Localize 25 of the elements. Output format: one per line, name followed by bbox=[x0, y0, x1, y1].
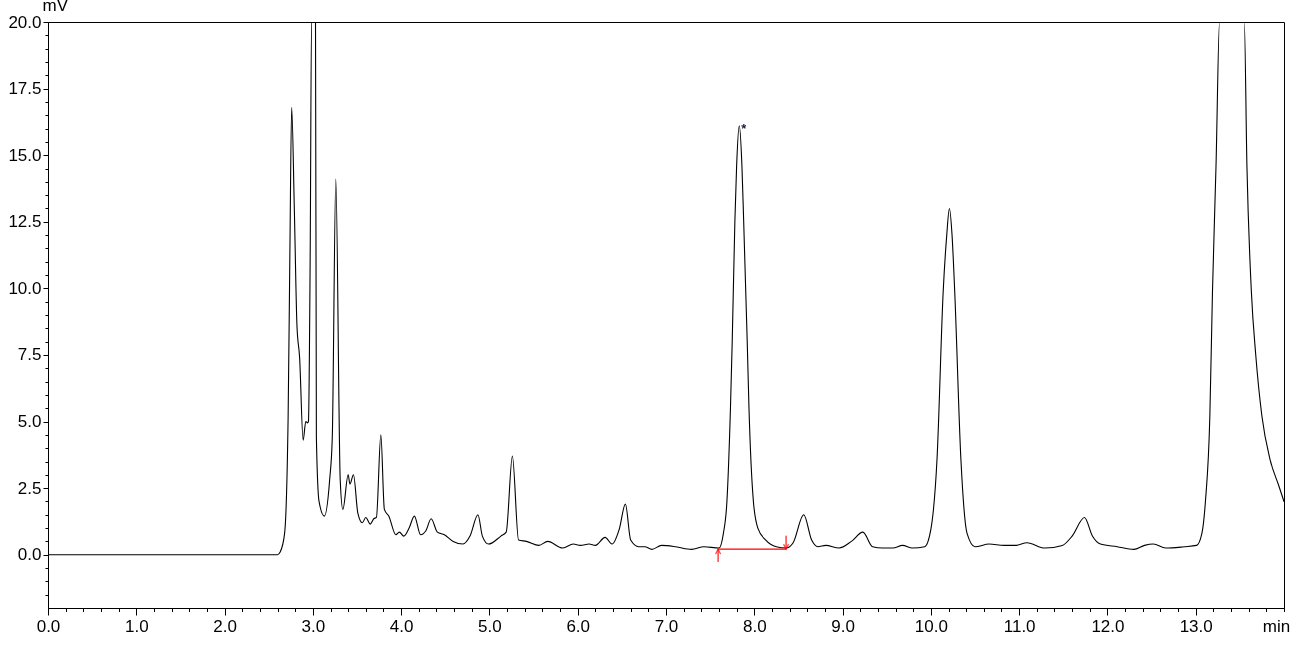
x-tick-label: 6.0 bbox=[566, 616, 591, 636]
x-tick-label: 12.0 bbox=[1091, 616, 1125, 636]
y-tick-label: 7.5 bbox=[17, 345, 42, 365]
x-tick-label: 10.0 bbox=[914, 616, 948, 636]
y-tick-label: 15.0 bbox=[8, 145, 42, 165]
y-tick-label: 2.5 bbox=[17, 478, 42, 498]
y-tick-label: 5.0 bbox=[17, 412, 42, 432]
x-tick-label: 0.0 bbox=[36, 616, 61, 636]
y-tick-label: 10.0 bbox=[8, 278, 42, 298]
x-tick-label: 13.0 bbox=[1179, 616, 1213, 636]
x-axis-title: min bbox=[1262, 616, 1291, 636]
annotation: * bbox=[741, 120, 748, 136]
x-tick-label: 4.0 bbox=[389, 616, 414, 636]
x-tick-label: 2.0 bbox=[213, 616, 237, 636]
y-tick-label: 20.0 bbox=[8, 12, 42, 32]
x-tick-label: 9.0 bbox=[831, 616, 855, 636]
x-tick-label: 3.0 bbox=[301, 616, 326, 636]
x-tick-label: 7.0 bbox=[654, 616, 679, 636]
x-tick-label: 11.0 bbox=[1003, 616, 1036, 636]
y-tick-label: 0.0 bbox=[17, 545, 42, 565]
y-tick-label: 17.5 bbox=[8, 79, 42, 99]
y-tick-label: 12.5 bbox=[8, 212, 42, 232]
x-tick-label: 5.0 bbox=[478, 616, 502, 636]
x-tick-label: 8.0 bbox=[742, 616, 767, 636]
x-tick-label: 1.0 bbox=[124, 616, 149, 636]
